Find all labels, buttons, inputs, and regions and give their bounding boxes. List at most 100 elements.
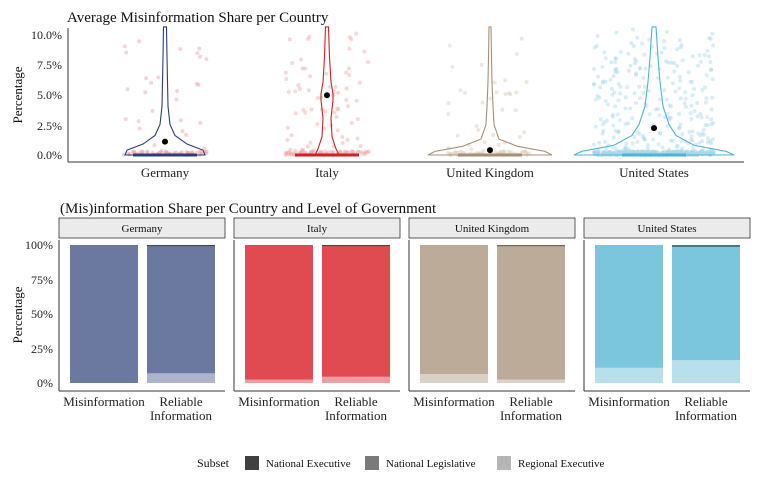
- violin-point: [701, 147, 706, 152]
- violin-point: [179, 150, 184, 155]
- violin-point: [458, 88, 463, 93]
- violin-point: [626, 121, 631, 126]
- violin-point: [678, 122, 683, 127]
- violin-point: [617, 118, 622, 123]
- violin-point: [315, 96, 320, 101]
- violin-point: [286, 89, 291, 94]
- violin-point: [666, 150, 671, 155]
- facet-strip: [408, 217, 576, 239]
- violin-point: [618, 150, 623, 155]
- violin-point: [501, 149, 506, 154]
- violin-point: [291, 152, 296, 157]
- bar-xtick-label: Misinformation: [588, 394, 670, 409]
- violin-point: [679, 149, 684, 154]
- violin-point: [708, 60, 713, 65]
- violin-point: [635, 149, 640, 154]
- violin-point: [340, 135, 345, 140]
- violin-point: [697, 140, 702, 145]
- violin-point: [508, 92, 513, 97]
- violin-point: [178, 46, 183, 51]
- violin-point: [592, 142, 597, 147]
- violin-point: [310, 149, 315, 154]
- violin-point: [668, 104, 673, 109]
- violin-point: [698, 133, 703, 138]
- violin-point: [613, 56, 618, 61]
- violin-point: [690, 138, 695, 143]
- violin-point: [309, 107, 314, 112]
- violin-point: [655, 107, 660, 112]
- violin-point: [710, 77, 715, 82]
- violin-point: [618, 84, 623, 89]
- violin-point: [311, 149, 316, 154]
- violin-point: [603, 79, 608, 84]
- violin-point: [296, 83, 301, 88]
- violin-point: [613, 128, 618, 133]
- violin-point: [143, 90, 148, 95]
- violin-point: [480, 100, 485, 105]
- violin-point: [693, 151, 698, 156]
- violin-point: [699, 149, 704, 154]
- violin-point: [615, 69, 620, 74]
- violin-point: [637, 150, 642, 155]
- violin-point: [592, 82, 597, 87]
- violin-point: [613, 67, 618, 72]
- violin-point: [677, 125, 682, 130]
- violin-point: [500, 107, 505, 112]
- violin-point: [612, 90, 617, 95]
- violin-ytick-label: 7.5%: [37, 58, 62, 72]
- violin-xtick-label: Germany: [141, 165, 190, 180]
- violin-point: [491, 132, 496, 137]
- violin-point: [357, 80, 362, 85]
- violin-point: [349, 37, 354, 42]
- violin-point: [709, 117, 714, 122]
- violin-mean-point: [162, 138, 168, 145]
- violin-point: [671, 149, 676, 154]
- violin-point: [696, 131, 701, 136]
- violin-mean-point: [487, 147, 493, 154]
- violin-point: [690, 79, 695, 84]
- violin-point: [676, 111, 681, 116]
- violin-point: [613, 60, 618, 65]
- violin-point: [349, 121, 354, 126]
- violin-point: [344, 86, 349, 91]
- violin-point: [610, 92, 615, 97]
- violin-point: [493, 150, 498, 155]
- violin-point: [697, 53, 702, 58]
- violin-point: [690, 148, 695, 153]
- violin-point: [667, 149, 672, 154]
- violin-point: [611, 150, 616, 155]
- violin-point: [682, 101, 687, 106]
- violin-point: [198, 149, 203, 154]
- violin-point: [351, 149, 356, 154]
- violin-point: [646, 149, 651, 154]
- violin-point: [613, 56, 618, 61]
- violin-point: [608, 150, 613, 155]
- violin-point: [692, 151, 697, 156]
- violin-point: [651, 150, 656, 155]
- violin-point: [123, 117, 128, 122]
- violin-point: [690, 145, 695, 150]
- legend-label-national-legislative: National Legislative: [386, 458, 476, 470]
- violin-point: [700, 151, 705, 156]
- violin-point: [300, 149, 305, 154]
- violin-point: [635, 140, 640, 145]
- violin-point: [603, 139, 608, 144]
- violin-point: [676, 149, 681, 154]
- violin-point: [613, 146, 618, 151]
- violin-point: [455, 133, 460, 138]
- violin-point: [609, 86, 614, 91]
- bar-segment-regional-executive: [322, 376, 390, 383]
- violin-point: [637, 131, 642, 136]
- violin-point: [453, 150, 458, 155]
- violin-point: [674, 149, 679, 154]
- violin-point: [614, 30, 619, 35]
- violin-point: [184, 150, 189, 155]
- violin-point: [705, 150, 710, 155]
- bar-xtick-label: Misinformation: [63, 394, 145, 409]
- violin-point: [670, 138, 675, 143]
- violin-point: [700, 88, 705, 93]
- violin-point: [523, 150, 528, 155]
- violin-point: [631, 149, 636, 154]
- violin-xtick-label: Italy: [315, 165, 339, 180]
- violin-point: [596, 74, 601, 79]
